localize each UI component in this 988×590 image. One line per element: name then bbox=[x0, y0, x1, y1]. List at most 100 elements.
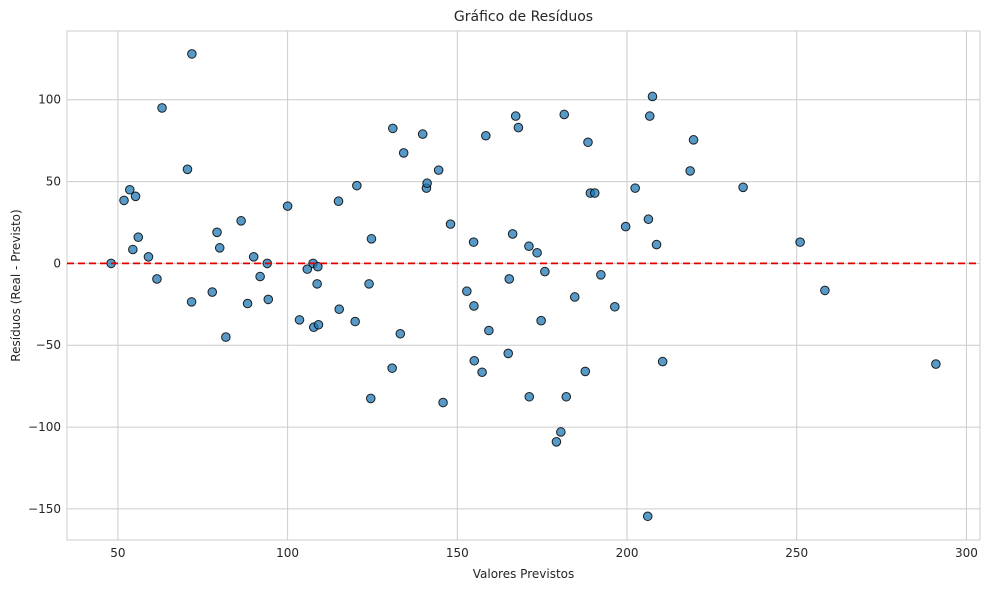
data-point bbox=[182, 164, 193, 175]
data-point bbox=[242, 298, 253, 309]
data-point bbox=[119, 195, 129, 206]
data-point bbox=[503, 348, 514, 359]
data-point bbox=[313, 261, 323, 272]
data-point bbox=[643, 214, 654, 225]
data-point bbox=[133, 232, 144, 243]
x-tick-label: 100 bbox=[276, 546, 299, 560]
x-tick-label: 300 bbox=[955, 546, 978, 560]
data-point bbox=[524, 391, 535, 402]
y-axis-ticks: −150 −100 −50 0 50 100 bbox=[28, 93, 61, 516]
data-point bbox=[248, 252, 259, 262]
data-point bbox=[282, 201, 293, 211]
data-point bbox=[302, 264, 313, 274]
data-point bbox=[688, 135, 699, 145]
data-point bbox=[294, 315, 305, 325]
data-point bbox=[469, 301, 479, 311]
data-point bbox=[187, 49, 197, 59]
data-point bbox=[532, 247, 542, 258]
data-point bbox=[334, 304, 345, 315]
x-axis-ticks: 50 100 150 200 250 300 bbox=[110, 546, 978, 560]
data-point bbox=[931, 359, 941, 369]
data-point bbox=[540, 266, 550, 277]
data-point bbox=[130, 191, 141, 202]
y-tick-label: 50 bbox=[46, 175, 61, 189]
data-point bbox=[596, 270, 606, 280]
data-point bbox=[657, 356, 668, 367]
x-tick-label: 50 bbox=[110, 546, 125, 560]
y-tick-label: −100 bbox=[28, 420, 61, 434]
data-point bbox=[462, 286, 472, 297]
data-point bbox=[504, 274, 515, 284]
x-tick-label: 200 bbox=[616, 546, 639, 560]
data-point bbox=[569, 292, 580, 302]
data-point bbox=[795, 237, 805, 247]
x-axis-label: Valores Previstos bbox=[473, 567, 575, 581]
data-points bbox=[106, 49, 941, 522]
x-tick-label: 250 bbox=[785, 546, 808, 560]
data-point bbox=[438, 397, 448, 408]
data-point bbox=[263, 294, 274, 305]
data-point bbox=[236, 216, 246, 226]
data-point bbox=[214, 243, 225, 253]
data-point bbox=[583, 137, 593, 148]
data-point bbox=[551, 437, 562, 447]
data-point bbox=[561, 391, 572, 402]
data-point bbox=[398, 148, 409, 158]
data-point bbox=[352, 180, 362, 191]
data-point bbox=[333, 196, 344, 207]
data-point bbox=[477, 367, 487, 378]
y-tick-label: 0 bbox=[53, 256, 61, 270]
data-point bbox=[212, 227, 222, 238]
data-point bbox=[630, 183, 640, 193]
y-tick-label: −150 bbox=[28, 502, 61, 516]
data-point bbox=[221, 332, 231, 342]
data-point bbox=[365, 393, 376, 404]
data-point bbox=[685, 166, 695, 176]
data-point bbox=[124, 184, 135, 195]
plot-area bbox=[66, 30, 981, 541]
data-point bbox=[820, 285, 830, 296]
data-point bbox=[366, 234, 377, 244]
data-point bbox=[395, 328, 406, 339]
data-point bbox=[513, 122, 524, 133]
data-point bbox=[433, 165, 444, 175]
data-point bbox=[556, 427, 566, 437]
data-point bbox=[313, 319, 324, 330]
data-point bbox=[157, 103, 167, 113]
data-point bbox=[620, 221, 631, 232]
data-point bbox=[152, 274, 162, 284]
data-point bbox=[507, 229, 518, 239]
data-point bbox=[589, 188, 600, 198]
data-point bbox=[484, 325, 494, 336]
data-point bbox=[481, 130, 491, 141]
data-point bbox=[644, 111, 655, 121]
data-point bbox=[255, 271, 265, 282]
data-point bbox=[651, 239, 662, 250]
data-point bbox=[350, 316, 360, 327]
data-point bbox=[143, 252, 154, 262]
data-point bbox=[312, 279, 322, 289]
data-point bbox=[524, 241, 534, 252]
data-point bbox=[610, 301, 620, 312]
data-point bbox=[207, 287, 218, 297]
data-point bbox=[186, 297, 197, 307]
chart-title: Gráfico de Resíduos bbox=[454, 9, 593, 25]
data-point bbox=[536, 315, 546, 326]
y-tick-label: −50 bbox=[36, 338, 61, 352]
data-point bbox=[642, 511, 653, 522]
y-tick-label: 100 bbox=[38, 93, 61, 107]
data-point bbox=[580, 366, 591, 377]
data-point bbox=[510, 111, 521, 121]
x-tick-label: 150 bbox=[446, 546, 469, 560]
data-point bbox=[738, 182, 748, 193]
data-point bbox=[445, 219, 456, 229]
data-point bbox=[387, 363, 397, 373]
data-point bbox=[417, 129, 428, 139]
data-point bbox=[388, 123, 398, 134]
data-point bbox=[364, 279, 374, 289]
data-point bbox=[422, 178, 432, 189]
data-point bbox=[647, 91, 658, 102]
data-point bbox=[559, 109, 570, 120]
data-point bbox=[128, 244, 138, 255]
